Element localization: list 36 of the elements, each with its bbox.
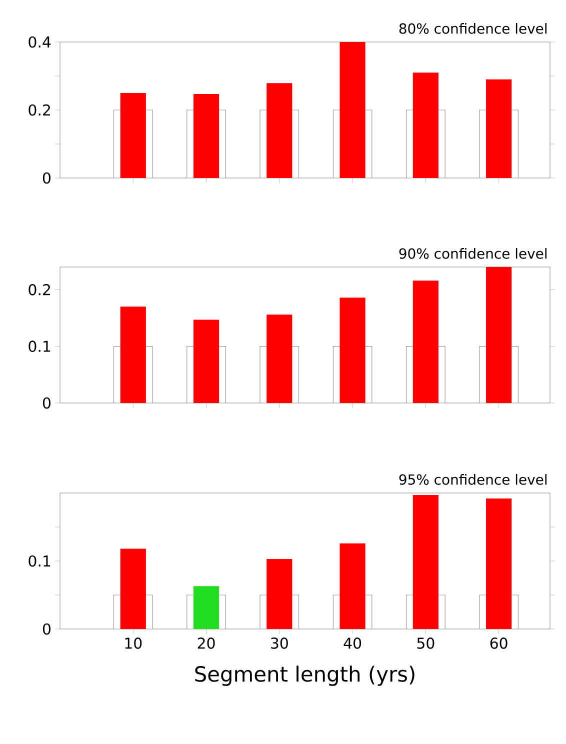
x-axis-title: Segment length (yrs) bbox=[195, 666, 414, 686]
x-tick-label: 10 bbox=[125, 638, 142, 649]
bar bbox=[340, 42, 366, 178]
bar bbox=[193, 586, 220, 630]
chart-title: 90% confidence level bbox=[399, 248, 546, 259]
chart-title: 80% confidence level bbox=[399, 23, 546, 34]
bar bbox=[412, 495, 438, 630]
y-tick-label: 0 bbox=[42, 397, 50, 409]
y-tick-label: 0.2 bbox=[28, 284, 50, 296]
x-tick-label: 20 bbox=[198, 638, 215, 649]
bar bbox=[120, 306, 146, 404]
bar bbox=[193, 320, 220, 404]
bar bbox=[266, 314, 292, 404]
x-tick-label: 30 bbox=[271, 638, 288, 649]
bar bbox=[340, 298, 366, 404]
y-tick-label: 0.2 bbox=[28, 104, 50, 116]
bar bbox=[193, 94, 220, 178]
y-tick-label: 0 bbox=[42, 172, 50, 184]
bar bbox=[340, 543, 366, 630]
bar bbox=[486, 79, 512, 178]
y-tick-label: 0.1 bbox=[28, 340, 50, 352]
x-tick-label: 60 bbox=[490, 638, 508, 649]
y-tick-label: 0.4 bbox=[28, 36, 51, 48]
bar bbox=[266, 83, 292, 178]
bar bbox=[412, 72, 438, 178]
y-tick-label: 0 bbox=[42, 623, 50, 635]
bar bbox=[486, 267, 512, 404]
bar bbox=[412, 280, 438, 404]
x-tick-label: 50 bbox=[417, 638, 434, 649]
bar bbox=[266, 558, 292, 630]
y-tick-label: 0.1 bbox=[28, 555, 50, 567]
bar bbox=[120, 548, 146, 630]
chart-title: 95% confidence level bbox=[399, 474, 546, 485]
bar bbox=[120, 93, 146, 178]
bar bbox=[486, 498, 512, 630]
x-tick-label: 40 bbox=[344, 638, 362, 649]
